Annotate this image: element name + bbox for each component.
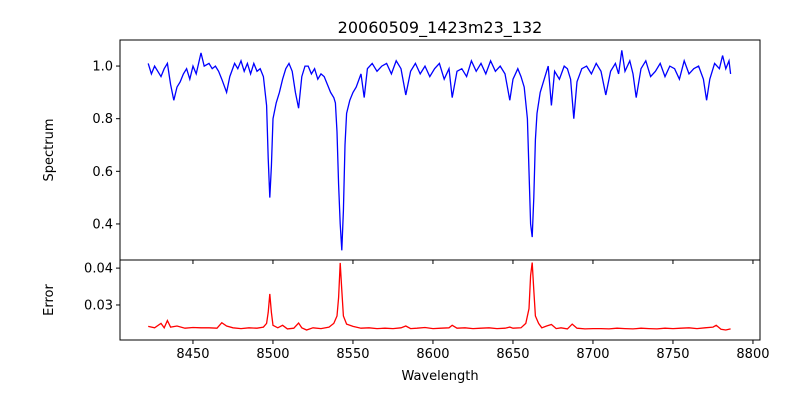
series-line-error xyxy=(148,262,731,331)
y-axis-label-error: Error xyxy=(42,284,57,316)
y-tick-label: 0.6 xyxy=(92,165,113,180)
chart-title: 20060509_1423m23_132 xyxy=(338,18,543,38)
series-line-spectrum xyxy=(147,50,732,251)
axes-frame xyxy=(119,259,761,341)
y-tick-label: 1.0 xyxy=(92,60,113,75)
spectrum-axes: 0.4 0.6 0.8 1.0 xyxy=(92,39,761,264)
x-tick-label: 8450 xyxy=(176,347,209,362)
y-tick-label: 0.03 xyxy=(84,298,113,313)
x-tick-label: 8700 xyxy=(576,347,609,362)
x-tick-label: 8600 xyxy=(416,347,449,362)
y-tick-label: 0.04 xyxy=(84,262,113,277)
x-tick-label: 8750 xyxy=(656,347,689,362)
error-axes: 0.03 0.04 8450 8500 8550 8600 8650 8700 8750 8800 xyxy=(84,259,770,362)
x-axis-label: Wavelength xyxy=(401,369,478,384)
x-tick-label: 8500 xyxy=(256,347,289,362)
x-tick-label: 8800 xyxy=(736,347,769,362)
y-axis-label-spectrum: Spectrum xyxy=(42,119,57,182)
y-tick-label: 0.4 xyxy=(92,217,113,232)
y-tick-label: 0.8 xyxy=(92,112,113,127)
x-tick-label: 8550 xyxy=(336,347,369,362)
x-tick-label: 8650 xyxy=(496,347,529,362)
